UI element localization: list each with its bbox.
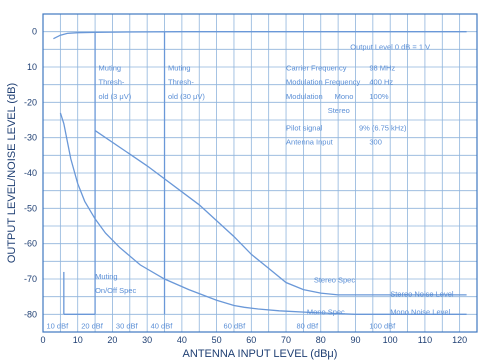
plot-frame — [42, 13, 478, 333]
chart-annotation: Antenna Input — [286, 138, 334, 147]
output-level-line — [53, 31, 467, 40]
x-tick-label: 40 — [177, 335, 187, 345]
x-tick-label: 120 — [452, 335, 467, 345]
chart-annotation: 300 — [369, 138, 382, 147]
chart-annotation: Mono — [335, 92, 354, 101]
tick-label-layer: 0 10 20 30 40 50 60 70 80 90 100 110 120 0 10 -20 -30 -40… — [24, 27, 467, 345]
x-tick-label: 0 — [40, 335, 45, 345]
chart-annotation: 30 dBf — [116, 321, 139, 330]
chart-annotation: old (30 μV) — [168, 92, 205, 101]
chart-annotation: Muting — [168, 64, 191, 73]
chart-annotation: Stereo — [328, 106, 350, 115]
chart-annotation: 10 dBf — [46, 321, 69, 330]
grid-layer — [42, 13, 478, 333]
y-tick-label: -80 — [24, 309, 37, 319]
x-tick-label: 70 — [281, 335, 291, 345]
chart-annotation: 100% — [369, 92, 389, 101]
y-tick-label: 10 — [27, 62, 37, 72]
x-tick-label: 30 — [142, 335, 152, 345]
mono-noise-level-line — [59, 112, 467, 315]
x-tick-label: 10 — [73, 335, 83, 345]
y-tick-label: -40 — [24, 168, 37, 178]
x-tick-label: 60 — [246, 335, 256, 345]
chart-annotation: 40 dBf — [151, 321, 174, 330]
chart-annotation: Thresh- — [99, 78, 125, 87]
annotation-layer: Output Level 0 dB = 1 V Carrier Frequency… — [46, 42, 453, 330]
chart-annotation: 60 dBf — [224, 321, 247, 330]
chart-annotation: Mono Spec — [307, 307, 345, 316]
chart-annotation: 80 dBf — [296, 321, 319, 330]
chart-annotation: Muting — [95, 272, 118, 281]
y-tick-label: -70 — [24, 274, 37, 284]
x-axis-title: ANTENNA INPUT LEVEL (dBμ) — [183, 348, 338, 360]
x-tick-label: 50 — [212, 335, 222, 345]
y-tick-label: -30 — [24, 133, 37, 143]
chart-annotation: 9% (6.75 kHz) — [359, 124, 407, 133]
chart-annotation: Thresh- — [168, 78, 194, 87]
chart-annotation: 100 dBf — [369, 321, 396, 330]
y-tick-label: -50 — [24, 203, 37, 213]
chart-annotation: 20 dBf — [81, 321, 104, 330]
chart-annotation: Modulation — [286, 92, 323, 101]
chart-annotation: old (3 μV) — [99, 92, 132, 101]
x-tick-label: 90 — [350, 335, 360, 345]
y-tick-label: -60 — [24, 239, 37, 249]
chart-annotation: 400 Hz — [369, 78, 393, 87]
chart-annotation: On/Off Spec — [95, 286, 136, 295]
curve-layer — [53, 31, 467, 315]
x-tick-label: 100 — [383, 335, 398, 345]
x-tick-label: 20 — [107, 335, 117, 345]
chart-annotation: Mono Noise Level — [390, 307, 450, 316]
chart-annotation: Stereo Spec — [314, 276, 356, 285]
x-tick-label: 110 — [418, 335, 432, 345]
chart-annotation: Pilot signal — [286, 124, 323, 133]
chart-annotation: Modulation Frequency — [286, 78, 360, 87]
chart-annotation: Muting — [99, 64, 122, 73]
chart-annotation: 98 MHz — [369, 64, 395, 73]
y-tick-label: 0 — [32, 27, 37, 37]
chart-annotation: Output Level 0 dB = 1 V — [350, 42, 430, 51]
y-axis-title: OUTPUT LEVEL/NOISE LEVEL (dB) — [6, 83, 18, 263]
chart-annotation: Carrier Frequency — [286, 64, 347, 73]
stereo-noise-level-line — [94, 130, 467, 296]
x-tick-label: 80 — [316, 335, 326, 345]
y-tick-label: -20 — [24, 97, 37, 107]
chart-annotation: Stereo Noise Level — [390, 290, 454, 299]
